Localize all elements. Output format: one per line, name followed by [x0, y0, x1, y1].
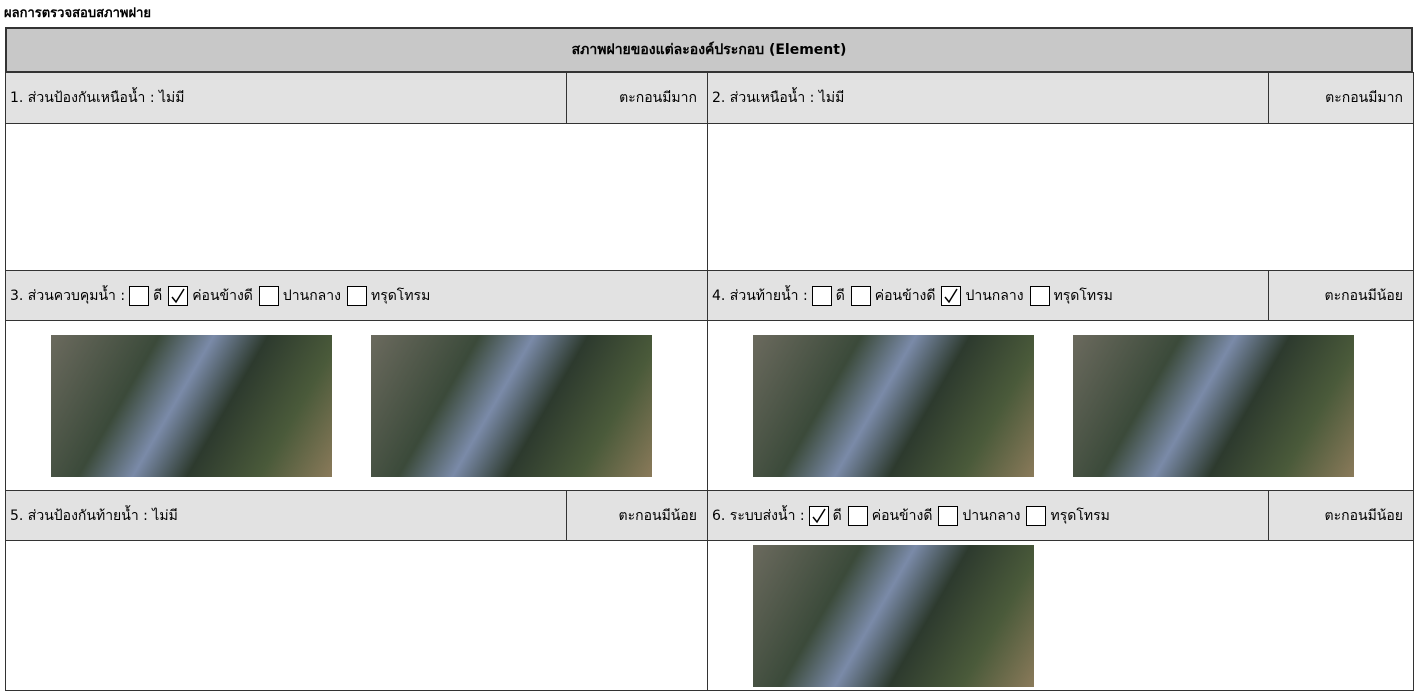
option-text: ปานกลาง — [965, 287, 1024, 304]
option-text: ดี — [832, 507, 842, 524]
label: 4. ส่วนท้ายน้ำ : — [712, 287, 808, 304]
section-status: ตะกอนมีน้อย — [1268, 270, 1414, 321]
option-text: ทรุดโทรม — [1053, 287, 1113, 304]
check-mark — [812, 508, 826, 523]
section-label: 3. ส่วนควบคุมน้ำ : ดี ค่อนข้างดี ปานกลาง ทรุ… — [5, 270, 708, 321]
photo-area — [707, 123, 1414, 271]
page-title: ผลการตรวจสอบสภาพฝาย — [4, 6, 151, 21]
section-label: 6. ระบบส่งน้ำ : ดี ค่อนข้างดี ปานกลาง ทรุดโท… — [707, 490, 1269, 541]
section-status: ตะกอนมีมาก — [1268, 72, 1414, 124]
option-text: ดี — [835, 287, 845, 304]
checkbox — [847, 505, 868, 526]
section-status: ตะกอนมีน้อย — [566, 490, 708, 541]
section-label: 4. ส่วนท้ายน้ำ : ดี ค่อนข้างดี ปานกลาง ทรุดโ… — [707, 270, 1269, 321]
option-text: ค่อนข้างดี — [874, 287, 936, 304]
table-heading: สภาพฝายของแต่ละองค์ประกอบ (Element) — [5, 27, 1413, 73]
label: 1. ส่วนป้องกันเหนือน้ำ : ไม่มี — [10, 90, 185, 106]
photo-area — [5, 540, 708, 691]
option-text: ปานกลาง — [282, 287, 341, 304]
label: 2. ส่วนเหนือน้ำ : ไม่มี — [712, 90, 845, 106]
label: 6. ระบบส่งน้ำ : — [712, 507, 805, 524]
check-mark — [171, 288, 185, 303]
option-text: ค่อนข้างดี — [871, 507, 933, 524]
checkbox — [258, 285, 279, 306]
option-text: ดี — [153, 287, 163, 304]
option-text: ปานกลาง — [962, 507, 1021, 524]
checkbox — [168, 285, 189, 306]
photo — [753, 545, 1034, 687]
photo — [371, 335, 652, 477]
label: 3. ส่วนควบคุมน้ำ : — [10, 287, 126, 304]
checkbox — [1026, 505, 1047, 526]
photo-area — [707, 320, 1414, 491]
option-text: ทรุดโทรม — [1050, 507, 1110, 524]
photo-area — [707, 540, 1414, 691]
checkbox — [850, 285, 871, 306]
checkbox — [941, 285, 962, 306]
checkbox — [938, 505, 959, 526]
photo — [51, 335, 332, 477]
section-label: 1. ส่วนป้องกันเหนือน้ำ : ไม่มี — [5, 72, 567, 124]
checkbox — [808, 505, 829, 526]
section-status: ตะกอนมีน้อย — [1268, 490, 1414, 541]
checkbox — [811, 285, 832, 306]
photo — [753, 335, 1034, 477]
section-status: ตะกอนมีมาก — [566, 72, 708, 124]
photo-area — [5, 320, 708, 491]
photo — [1073, 335, 1354, 477]
section-label: 2. ส่วนเหนือน้ำ : ไม่มี — [707, 72, 1269, 124]
section-label: 5. ส่วนป้องกันท้ายน้ำ : ไม่มี — [5, 490, 567, 541]
check-mark — [944, 288, 959, 303]
checkbox — [346, 285, 367, 306]
checkbox — [1029, 285, 1050, 306]
label: 5. ส่วนป้องกันท้ายน้ำ : ไม่มี — [10, 507, 178, 524]
checkbox — [129, 285, 150, 306]
option-text: ทรุดโทรม — [370, 287, 431, 304]
option-text: ค่อนข้างดี — [192, 287, 253, 304]
photo-area — [5, 123, 708, 271]
